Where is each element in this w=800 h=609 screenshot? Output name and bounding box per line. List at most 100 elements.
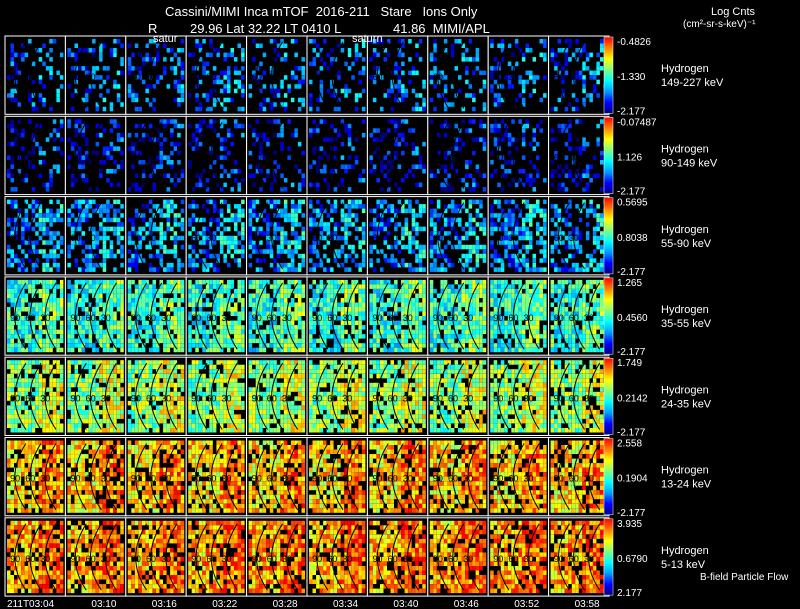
pixel (31, 204, 36, 209)
pixel (59, 302, 64, 307)
pixel (333, 343, 338, 348)
pixel (17, 169, 22, 174)
pixel (301, 70, 305, 76)
pixel (418, 279, 423, 285)
pixel (493, 226, 498, 232)
pixel (88, 334, 93, 339)
contour-line (150, 41, 163, 109)
pixel (28, 338, 32, 344)
pixel (209, 119, 213, 124)
pixel (387, 119, 391, 124)
pixel (170, 119, 174, 124)
pixel (415, 182, 419, 188)
pixel (99, 132, 103, 138)
pixel (589, 258, 593, 263)
pixel (429, 262, 434, 268)
pixel (514, 146, 519, 151)
pixel (259, 169, 263, 174)
pixel (138, 70, 142, 76)
pixel (458, 137, 462, 142)
pixel (56, 93, 60, 98)
pixel (312, 267, 316, 272)
pixel (539, 208, 543, 214)
pixel (74, 284, 78, 289)
pixel (323, 267, 327, 272)
pixel (287, 249, 291, 254)
pixel (45, 217, 50, 223)
pixel (532, 75, 536, 80)
pixel (28, 258, 32, 263)
pixel (166, 119, 171, 124)
pixel (109, 302, 114, 307)
pixel (454, 244, 458, 250)
pixel (106, 150, 110, 156)
pixel (585, 141, 590, 147)
pixel (372, 137, 377, 142)
pixel (404, 93, 409, 98)
pixel (116, 288, 121, 294)
pixel (536, 240, 540, 245)
pixel (475, 302, 480, 307)
pixel (290, 208, 295, 214)
pixel (212, 284, 217, 289)
pixel (241, 84, 245, 89)
pixel (465, 262, 469, 268)
pixel (301, 231, 305, 236)
pixel (589, 199, 593, 205)
pixel (234, 325, 238, 330)
pixel (479, 320, 483, 326)
pixel (81, 217, 85, 223)
pixel (195, 262, 199, 268)
pixel (361, 70, 366, 76)
pixel (156, 316, 160, 321)
contour-label: 30 (403, 313, 413, 323)
pixel (297, 106, 302, 112)
pixel (564, 164, 569, 169)
pixel (78, 222, 82, 227)
pixel (152, 106, 156, 112)
pixel (372, 66, 377, 71)
pixel (188, 284, 192, 289)
pixel (301, 66, 305, 71)
pixel (202, 302, 206, 307)
contour-label: 30 (267, 72, 277, 82)
pixel (81, 178, 85, 183)
pixel (468, 222, 473, 227)
pixel (59, 288, 64, 294)
pixel (198, 325, 203, 330)
pixel (262, 293, 267, 298)
pixel (131, 150, 135, 156)
pixel (195, 284, 199, 289)
pixel (156, 249, 160, 254)
pixel (521, 97, 526, 103)
pixel (99, 123, 103, 129)
pixel (351, 199, 355, 205)
pixel (28, 279, 32, 285)
pixel (202, 334, 206, 339)
pixel (397, 298, 402, 303)
pixel (7, 288, 11, 294)
pixel (290, 347, 295, 353)
pixel (490, 150, 494, 156)
pixel (95, 187, 100, 192)
contour-label: 30 (86, 72, 96, 82)
pixel (56, 208, 60, 214)
contour-label: 30 (267, 152, 277, 162)
pixel (468, 244, 473, 250)
pixel (347, 288, 352, 294)
pixel (387, 160, 391, 165)
pixel (156, 240, 160, 245)
pixel (447, 204, 451, 209)
pixel (156, 52, 160, 58)
pixel (344, 240, 348, 245)
pixel (173, 288, 178, 294)
pixel (81, 293, 85, 298)
pixel (337, 316, 341, 321)
pixel (383, 155, 387, 160)
pixel (227, 150, 231, 156)
pixel (170, 199, 174, 205)
pixel (290, 258, 295, 263)
pixel (440, 284, 444, 289)
pixel (81, 123, 85, 129)
contour-label: 30 (25, 72, 35, 82)
